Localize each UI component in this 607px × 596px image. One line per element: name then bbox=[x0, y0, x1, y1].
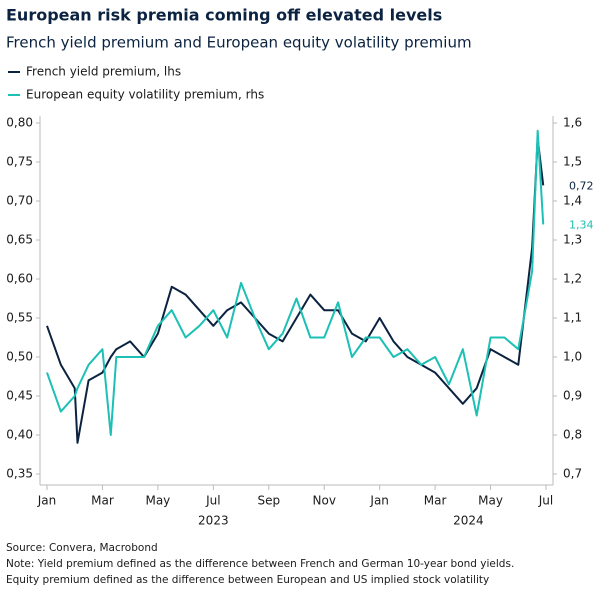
y2-tick-label: 1,5 bbox=[563, 155, 582, 169]
y2-tick-label: 1,6 bbox=[563, 116, 582, 130]
legend-label: European equity volatility premium, rhs bbox=[26, 88, 264, 102]
y2-tick-label: 1,4 bbox=[563, 194, 582, 208]
x-tick-label: Sep bbox=[257, 494, 280, 508]
y2-tick-label: 0,7 bbox=[563, 467, 582, 481]
y-tick-label: 0,50 bbox=[6, 350, 33, 364]
x-tick-label: Jan bbox=[37, 494, 57, 508]
y2-tick-label: 0,9 bbox=[563, 389, 582, 403]
y-tick-label: 0,40 bbox=[6, 428, 33, 442]
x-tick-label: May bbox=[145, 494, 170, 508]
series-line bbox=[46, 129, 545, 436]
y2-tick-label: 1,0 bbox=[563, 350, 582, 364]
x-tick-label: Jul bbox=[538, 494, 553, 508]
chart-subtitle: French yield premium and European equity… bbox=[6, 34, 472, 52]
legend-label: French yield premium, lhs bbox=[26, 65, 181, 79]
footnote: Source: Convera, Macrobond bbox=[6, 542, 158, 554]
y2-tick-label: 1,2 bbox=[563, 272, 582, 286]
y2-tick-label: 0,8 bbox=[563, 428, 582, 442]
y2-tick-label: 1,3 bbox=[563, 233, 582, 247]
x-tick-label: Jul bbox=[205, 494, 220, 508]
year-label: 2023 bbox=[198, 514, 229, 528]
series-line bbox=[46, 137, 545, 444]
x-tick-label: Mar bbox=[91, 494, 114, 508]
year-label: 2024 bbox=[453, 514, 484, 528]
x-tick-label: Nov bbox=[313, 494, 336, 508]
y-tick-label: 0,35 bbox=[6, 467, 33, 481]
y-tick-label: 0,75 bbox=[6, 155, 33, 169]
y-tick-label: 0,45 bbox=[6, 389, 33, 403]
y-tick-label: 0,70 bbox=[6, 194, 33, 208]
x-tick-label: May bbox=[478, 494, 503, 508]
y-tick-label: 0,65 bbox=[6, 233, 33, 247]
chart-title: European risk premia coming off elevated… bbox=[6, 6, 442, 25]
footnote: Equity premium defined as the difference… bbox=[6, 574, 489, 586]
end-value-label: 1,34 bbox=[569, 218, 594, 231]
footnote: Note: Yield premium defined as the diffe… bbox=[6, 558, 514, 570]
y-tick-label: 0,60 bbox=[6, 272, 33, 286]
x-tick-label: Mar bbox=[424, 494, 447, 508]
y-tick-label: 0,55 bbox=[6, 311, 33, 325]
y-tick-label: 0,80 bbox=[6, 116, 33, 130]
x-tick-label: Jan bbox=[369, 494, 389, 508]
y2-tick-label: 1,1 bbox=[563, 311, 582, 325]
end-value-label: 0,72 bbox=[569, 179, 594, 192]
